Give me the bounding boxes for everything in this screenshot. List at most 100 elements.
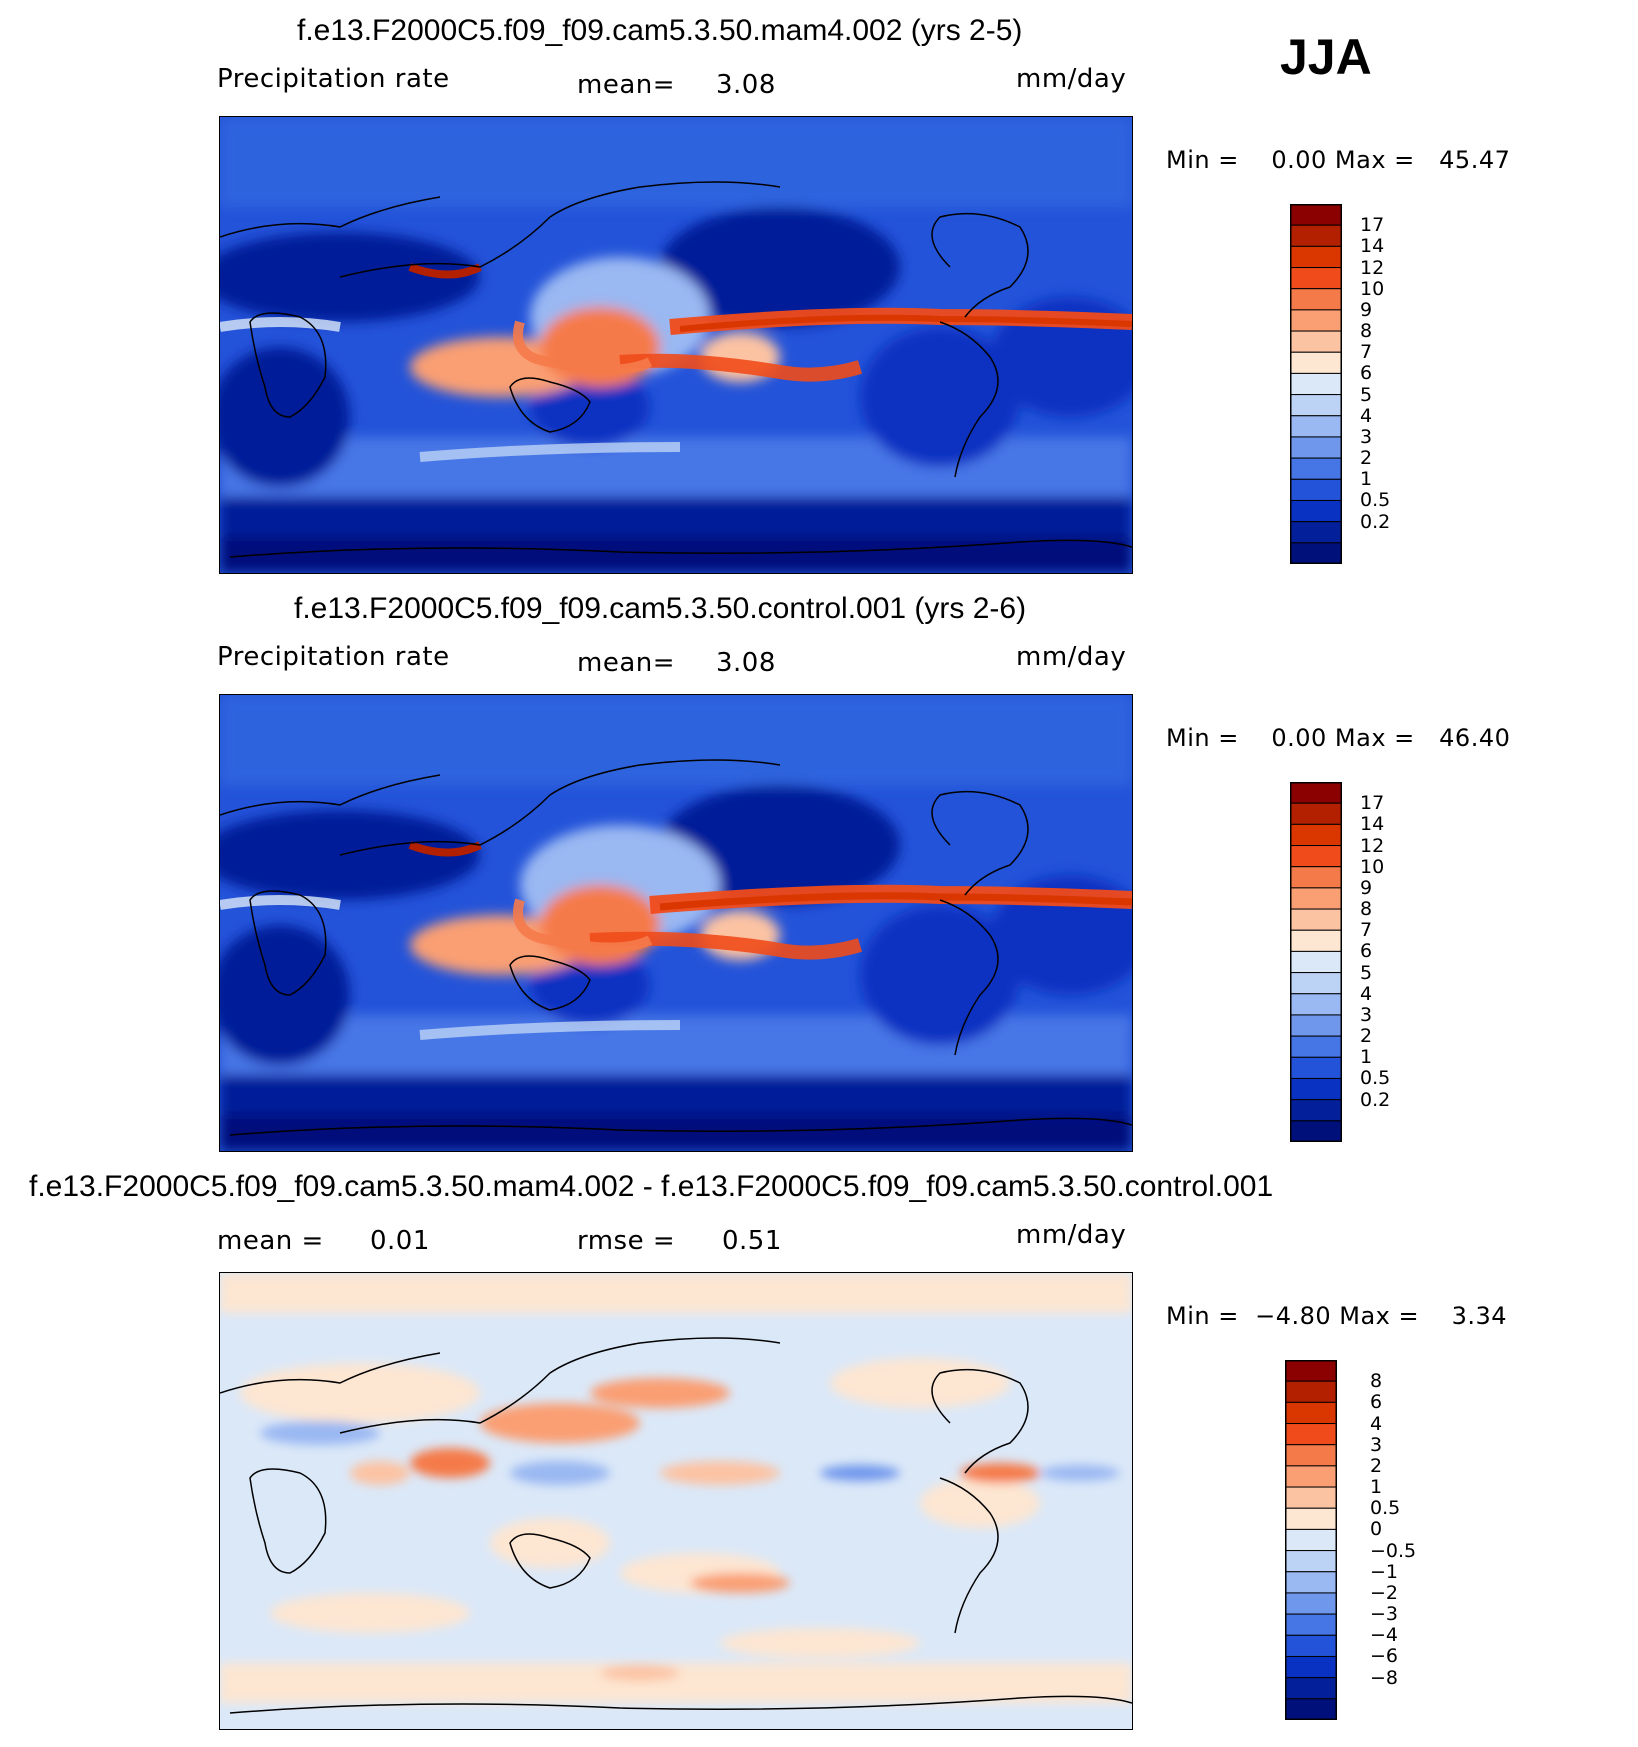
colorbar-swatch: [1289, 887, 1343, 910]
panel2-colorbar: [1289, 781, 1343, 1143]
panel3-title: f.e13.F2000C5.f09_f09.cam5.3.50.mam4.002…: [29, 1170, 1274, 1203]
colorbar-tick-label: −8: [1370, 1666, 1399, 1689]
colorbar-swatch: [1284, 1655, 1338, 1679]
panel2-units: mm/day: [1016, 642, 1127, 672]
colorbar-tick-label: 6: [1360, 940, 1373, 963]
colorbar-swatch: [1289, 1014, 1343, 1037]
colorbar-swatch: [1289, 1035, 1343, 1058]
colorbar-swatch: [1284, 1380, 1338, 1403]
colorbar-swatch: [1284, 1592, 1338, 1615]
colorbar-tick-label: 1: [1360, 468, 1373, 491]
panel2-map: [219, 694, 1133, 1152]
colorbar-swatch: [1284, 1423, 1338, 1446]
colorbar-tick-label: 6: [1360, 362, 1373, 385]
colorbar-tick-label: 0.5: [1360, 1067, 1391, 1090]
season-label: JJA: [1280, 29, 1372, 85]
colorbar-tick-label: 0.5: [1360, 489, 1391, 512]
colorbar-swatch: [1284, 1486, 1338, 1509]
colorbar-tick-label: 3: [1360, 1003, 1373, 1026]
colorbar-swatch: [1289, 415, 1343, 438]
colorbar-tick-label: 1: [1370, 1476, 1383, 1499]
panel1-colorbar-swatches: [1289, 203, 1343, 565]
colorbar-swatch: [1289, 521, 1343, 544]
colorbar-swatch: [1289, 950, 1343, 974]
colorbar-swatch: [1289, 845, 1343, 868]
colorbar-tick-label: 4: [1360, 404, 1373, 427]
colorbar-tick-label: 1: [1360, 1046, 1373, 1069]
colorbar-swatch: [1289, 823, 1343, 847]
colorbar-swatch: [1284, 1528, 1338, 1552]
colorbar-border: [1290, 782, 1342, 1142]
colorbar-swatch: [1289, 457, 1343, 480]
colorbar-tick-label: −4: [1370, 1624, 1399, 1647]
panel2-mean-label: mean=: [577, 648, 676, 678]
panel1-minmax: Min = 0.00 Max = 45.47: [1166, 146, 1511, 174]
colorbar-swatch: [1284, 1465, 1338, 1488]
panel2-mean-value: 3.08: [716, 648, 776, 678]
colorbar-swatch: [1289, 972, 1343, 995]
colorbar-swatch: [1289, 288, 1343, 311]
colorbar-tick-label: 17: [1360, 214, 1385, 237]
colorbar-swatch: [1284, 1550, 1338, 1573]
colorbar-tick-label: 7: [1360, 919, 1373, 942]
colorbar-tick-label: 5: [1360, 961, 1373, 984]
colorbar-tick-label: 8: [1360, 320, 1373, 343]
colorbar-swatch: [1289, 499, 1343, 523]
colorbar-tick-label: 14: [1360, 813, 1385, 836]
colorbar-tick-label: 12: [1360, 256, 1385, 279]
colorbar-swatch: [1284, 1698, 1338, 1721]
colorbar-tick-label: 7: [1360, 341, 1373, 364]
colorbar-swatch: [1289, 781, 1343, 804]
colorbar-tick-label: 17: [1360, 792, 1385, 815]
colorbar-swatch: [1289, 372, 1343, 396]
colorbar-swatch: [1289, 436, 1343, 459]
panel1-units: mm/day: [1016, 64, 1127, 94]
colorbar-tick-label: 2: [1360, 447, 1373, 470]
colorbar-tick-label: 10: [1360, 855, 1385, 878]
colorbar-tick-label: 4: [1360, 982, 1373, 1005]
colorbar-tick-label: −1: [1370, 1560, 1399, 1583]
colorbar-swatch: [1289, 394, 1343, 417]
colorbar-tick-label: 0.5: [1370, 1497, 1401, 1520]
colorbar-tick-label: 2: [1370, 1454, 1383, 1477]
colorbar-swatch: [1289, 1056, 1343, 1079]
panel3-rmse-label: rmse =: [577, 1226, 676, 1256]
colorbar-swatch: [1289, 267, 1343, 290]
colorbar-tick-label: 3: [1360, 425, 1373, 448]
colorbar-swatch: [1289, 309, 1343, 332]
panel3-map: [219, 1272, 1133, 1730]
colorbar-swatch: [1289, 203, 1343, 226]
colorbar-swatch: [1289, 908, 1343, 931]
colorbar-swatch: [1289, 1099, 1343, 1122]
panel2-title: f.e13.F2000C5.f09_f09.cam5.3.50.control.…: [294, 592, 1027, 625]
panel1-title: f.e13.F2000C5.f09_f09.cam5.3.50.mam4.002…: [297, 14, 1023, 47]
colorbar-border: [1290, 204, 1342, 564]
colorbar-tick-label: 0.2: [1360, 510, 1391, 533]
colorbar-tick-label: 0.2: [1360, 1088, 1391, 1111]
colorbar-tick-label: 2: [1360, 1025, 1373, 1048]
colorbar-tick-label: 9: [1360, 876, 1373, 899]
colorbar-swatch: [1284, 1634, 1338, 1657]
colorbar-tick-label: 4: [1370, 1412, 1383, 1435]
colorbar-swatch: [1284, 1613, 1338, 1636]
colorbar-tick-label: 5: [1360, 383, 1373, 406]
colorbar-swatch: [1289, 1077, 1343, 1101]
colorbar-swatch: [1289, 866, 1343, 889]
panel3-colorbar: [1284, 1359, 1338, 1721]
colorbar-swatch: [1289, 330, 1343, 353]
panel3-rmse-value: 0.51: [722, 1226, 782, 1256]
panel3-colorbar-swatches: [1284, 1359, 1338, 1721]
colorbar-swatch: [1284, 1401, 1338, 1425]
colorbar-swatch: [1289, 1120, 1343, 1143]
panel3-minmax: Min = −4.80 Max = 3.34: [1166, 1302, 1508, 1330]
panel3-mean-label: mean =: [217, 1226, 324, 1256]
colorbar-swatch: [1289, 993, 1343, 1016]
colorbar-swatch: [1289, 542, 1343, 565]
colorbar-tick-label: 8: [1370, 1370, 1383, 1393]
panel1-mean-label: mean=: [577, 70, 676, 100]
colorbar-tick-label: 0: [1370, 1518, 1383, 1541]
panel1-map: [219, 116, 1133, 574]
colorbar-swatch: [1289, 245, 1343, 269]
colorbar-tick-label: 12: [1360, 834, 1385, 857]
panel2-colorbar-swatches: [1289, 781, 1343, 1143]
